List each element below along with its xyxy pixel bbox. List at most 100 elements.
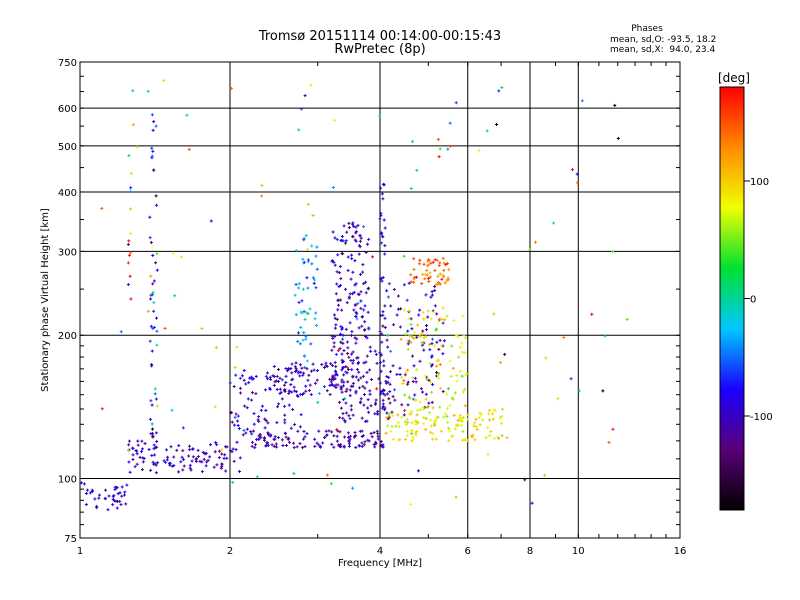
point-v (381, 332, 383, 336)
data-point (442, 274, 446, 278)
point-v (310, 369, 312, 373)
data-point (364, 291, 368, 295)
data-point (362, 443, 366, 447)
data-point (415, 413, 419, 417)
point-v (286, 443, 288, 447)
point-v (254, 446, 256, 450)
data-point (405, 298, 409, 302)
point-v (339, 444, 341, 448)
data-point (367, 410, 371, 414)
point-v (299, 425, 301, 429)
point-v (147, 309, 149, 313)
point-v (152, 434, 154, 438)
data-point (411, 438, 415, 442)
point-v (377, 409, 379, 413)
point-v (201, 460, 203, 464)
point-v (451, 396, 453, 400)
point-v (326, 433, 328, 437)
data-point (181, 426, 185, 430)
data-point (313, 444, 317, 448)
data-point (148, 417, 152, 421)
data-point (236, 414, 240, 418)
point-v (426, 269, 428, 273)
data-point (479, 413, 483, 417)
point-v (150, 297, 152, 301)
point-v (360, 290, 362, 294)
data-point (404, 423, 408, 427)
point-v (411, 335, 413, 339)
data-point (379, 186, 383, 190)
stats-heading: Phases (631, 24, 663, 34)
data-point (442, 339, 446, 343)
data-point (346, 255, 350, 259)
point-v (342, 360, 344, 364)
point-v (345, 390, 347, 394)
data-point (297, 128, 301, 132)
point-v (570, 377, 572, 381)
point-v (149, 236, 151, 240)
data-point (258, 432, 262, 436)
data-point (305, 359, 309, 363)
data-point (346, 435, 350, 439)
data-point (415, 420, 419, 424)
point-v (419, 400, 421, 404)
data-point (358, 444, 362, 448)
point-v (360, 397, 362, 401)
data-point (232, 423, 236, 427)
point-v (112, 495, 114, 499)
data-point (268, 387, 272, 391)
point-v (275, 442, 277, 446)
data-point (433, 344, 437, 348)
data-point (505, 436, 509, 440)
point-v (157, 461, 159, 465)
data-point (187, 454, 191, 458)
data-point (472, 424, 476, 428)
data-point (220, 465, 224, 469)
point-v (340, 298, 342, 302)
point-v (355, 315, 357, 319)
point-v (350, 404, 352, 408)
data-point (118, 499, 122, 503)
data-point (376, 432, 380, 436)
point-v (112, 498, 114, 502)
point-v (504, 352, 506, 356)
data-point (369, 404, 373, 408)
point-v (288, 389, 290, 393)
data-point (611, 249, 615, 253)
point-v (292, 407, 294, 411)
data-point (344, 390, 348, 394)
point-v (305, 384, 307, 388)
data-point (188, 463, 192, 467)
data-point (359, 400, 363, 404)
point-v (382, 197, 384, 201)
point-v (442, 273, 444, 277)
point-v (354, 238, 356, 242)
data-point (116, 499, 120, 503)
point-v (385, 381, 387, 385)
point-v (440, 429, 442, 433)
point-v (351, 330, 353, 334)
point-v (128, 448, 130, 452)
point-v (366, 380, 368, 384)
data-point (244, 431, 248, 435)
data-point (470, 435, 474, 439)
data-point (294, 367, 298, 371)
point-v (326, 365, 328, 369)
data-point (305, 276, 309, 280)
data-point (334, 352, 338, 356)
point-v (389, 401, 391, 405)
data-point (295, 445, 299, 449)
data-point (93, 497, 97, 501)
data-point (339, 277, 343, 281)
data-point (341, 326, 345, 330)
data-point (387, 414, 391, 418)
data-point (134, 449, 138, 453)
data-point (334, 383, 338, 387)
data-point (361, 270, 365, 274)
point-v (188, 454, 190, 458)
data-point (498, 416, 502, 420)
point-v (356, 317, 358, 321)
point-v (429, 342, 431, 346)
point-v (482, 418, 484, 422)
point-v (398, 438, 400, 442)
